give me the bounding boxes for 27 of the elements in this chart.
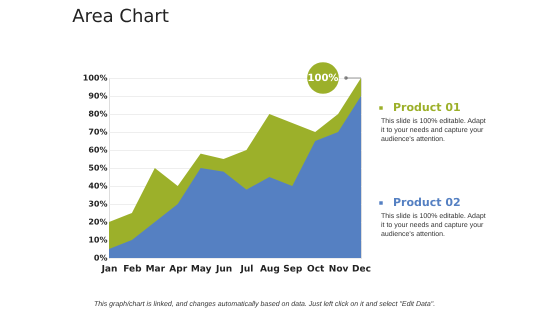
y-tick-label: 60% <box>88 146 108 154</box>
annotation: 100% <box>308 73 338 84</box>
x-tick-label: Aug <box>260 264 280 274</box>
y-tick-label: 10% <box>88 236 108 244</box>
legend-label: Product 02 <box>393 196 461 209</box>
legend-label: Product 01 <box>393 101 461 114</box>
x-tick-label: Jun <box>214 264 232 274</box>
y-tick-label: 90% <box>88 92 108 100</box>
y-tick-label: 20% <box>88 218 108 226</box>
y-tick-label: 50% <box>88 164 108 172</box>
y-tick-label: 70% <box>88 128 108 136</box>
chart-title: Area Chart <box>72 6 169 28</box>
x-tick-label: Dec <box>352 264 371 274</box>
x-tick-label: May <box>190 264 212 274</box>
x-tick-label: Jul <box>240 264 254 274</box>
y-tick-label: 40% <box>88 182 108 190</box>
x-tick-label: Jan <box>100 264 118 274</box>
x-tick-label: Nov <box>328 264 349 274</box>
y-tick-label: 80% <box>88 110 108 118</box>
x-tick-label: Apr <box>169 264 188 274</box>
x-tick-label: Oct <box>307 264 326 274</box>
y-tick-label: 30% <box>88 200 108 208</box>
x-tick-label: Sep <box>283 264 303 274</box>
y-tick-label: 100% <box>82 74 108 82</box>
x-tick-label: Feb <box>123 264 142 274</box>
x-tick-label: Mar <box>146 264 166 274</box>
y-tick-label: 0% <box>94 254 108 262</box>
